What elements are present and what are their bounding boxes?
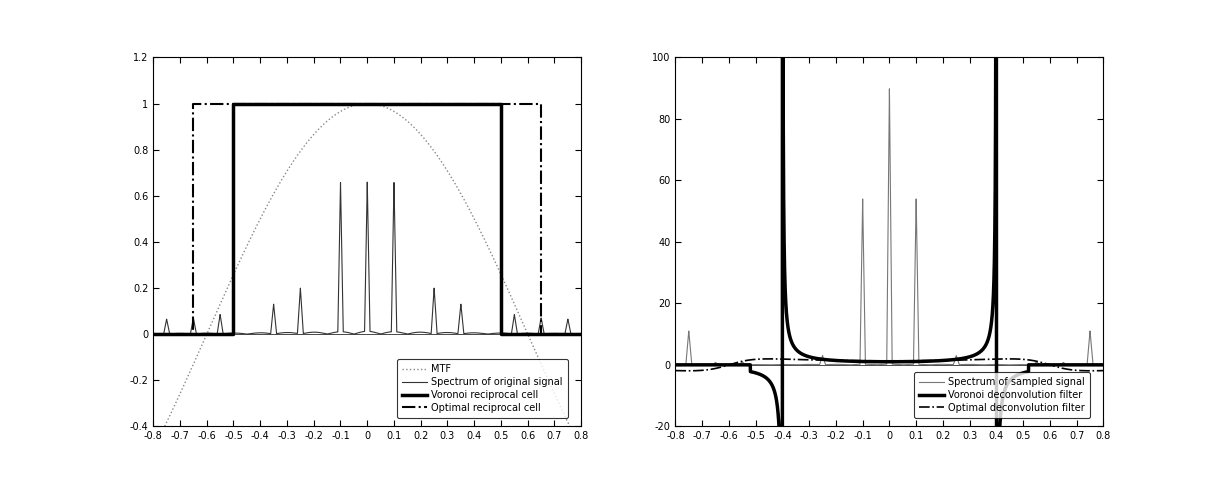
Legend: Spectrum of sampled signal, Voronoi deconvolution filter, Optimal deconvolution : Spectrum of sampled signal, Voronoi deco… bbox=[915, 372, 1090, 418]
Legend: MTF, Spectrum of original signal, Voronoi reciprocal cell, Optimal reciprocal ce: MTF, Spectrum of original signal, Vorono… bbox=[397, 359, 568, 418]
